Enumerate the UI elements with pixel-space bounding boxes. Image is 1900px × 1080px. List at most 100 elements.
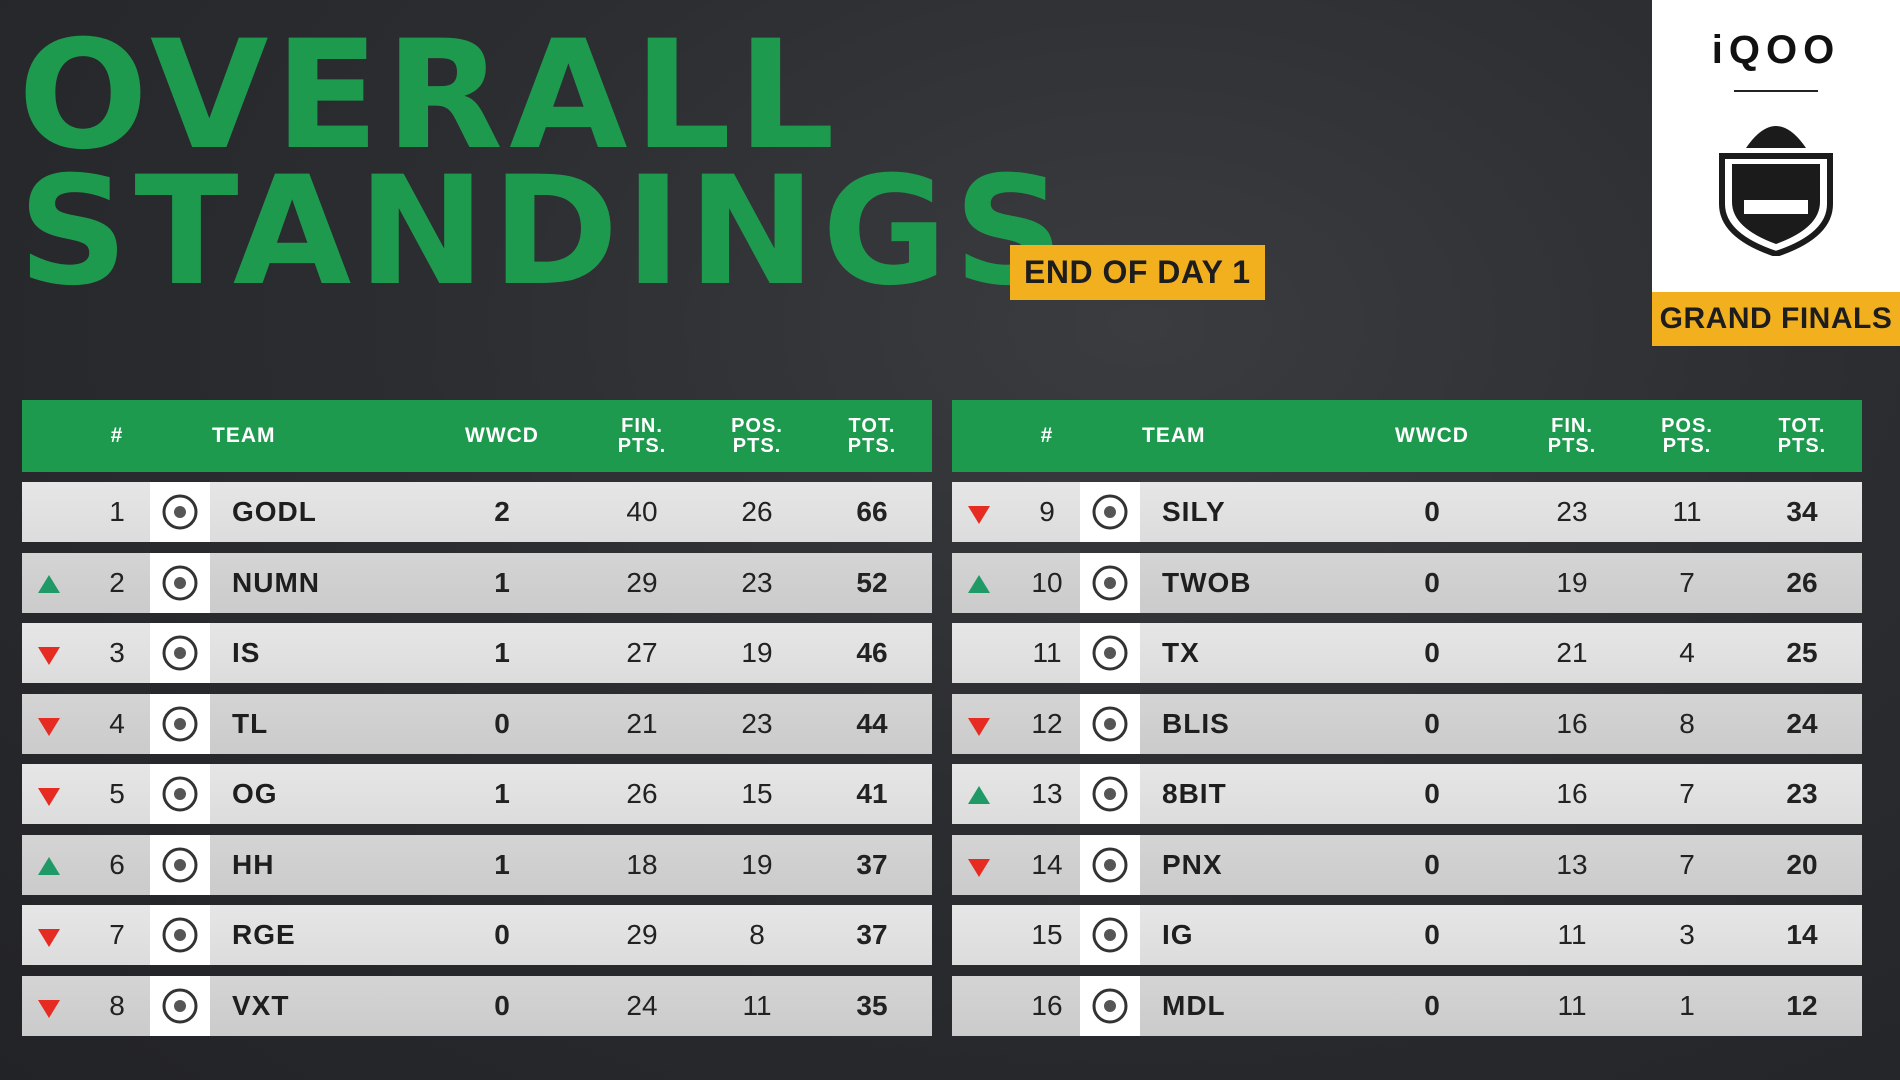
godl-logo-icon	[150, 482, 210, 542]
rge-logo-icon	[150, 905, 210, 965]
col-fin-top: FIN.	[621, 415, 663, 437]
team-name: SILY	[1162, 496, 1226, 527]
team-name: NUMN	[232, 566, 320, 598]
pos-pts-cell: 7	[1679, 778, 1695, 809]
team-name: TWOB	[1162, 566, 1252, 598]
rank-cell: 12	[1031, 707, 1063, 739]
tot-pts-cell: 14	[1786, 919, 1818, 950]
team-name: BLIS	[1162, 707, 1230, 739]
rank-cell: 8	[109, 989, 125, 1021]
rank-down-icon	[38, 717, 60, 736]
bgmi-pro-series-2024-logo	[1719, 126, 1833, 256]
wwcd-cell: 0	[1424, 637, 1440, 668]
brand-divider	[1734, 90, 1818, 92]
table-row: 10 TWOB 0 19 7 26	[952, 552, 1862, 613]
rank-down-icon	[968, 858, 990, 877]
mdl-logo-icon	[1080, 975, 1140, 1036]
team-name: MDL	[1162, 989, 1226, 1021]
team-name: OG	[232, 778, 278, 809]
rank-down-icon	[968, 717, 990, 736]
fin-pts-cell: 21	[1556, 637, 1588, 668]
col-tot-top: TOT.	[1778, 415, 1826, 437]
tot-pts-cell: 26	[1786, 566, 1818, 598]
rank-cell: 16	[1031, 989, 1063, 1021]
col-pos-top: POS.	[1661, 415, 1713, 437]
wwcd-cell: 1	[494, 778, 510, 809]
pos-pts-cell: 3	[1679, 919, 1695, 950]
team-name: TX	[1162, 637, 1200, 668]
ig-logo-icon	[1080, 905, 1140, 965]
table-row: 5 OG 1 26 15 41	[22, 764, 932, 824]
wwcd-cell: 2	[494, 496, 510, 527]
team-name: IG	[1162, 919, 1194, 950]
pos-pts-cell: 8	[749, 919, 765, 950]
tot-pts-cell: 46	[856, 637, 888, 668]
brand-panel: iQOO	[1652, 0, 1900, 292]
wwcd-cell: 0	[494, 707, 510, 739]
rank-cell: 3	[109, 637, 125, 668]
tl-logo-icon	[150, 693, 210, 754]
rank-up-icon	[38, 574, 60, 593]
col-pos-top: POS.	[731, 415, 783, 437]
is-logo-icon	[150, 623, 210, 683]
table-row: 12 BLIS 0 16 8 24	[952, 693, 1862, 754]
fin-pts-cell: 24	[626, 989, 658, 1021]
sily-logo-icon	[1080, 482, 1140, 542]
wwcd-cell: 0	[494, 919, 510, 950]
table-row: 13 8BIT 0 16 7 23	[952, 764, 1862, 824]
col-pos-pts: POS. PTS.	[1637, 416, 1737, 456]
rank-up-icon	[968, 786, 990, 804]
fin-pts-cell: 26	[626, 778, 658, 809]
day-badge: END OF DAY 1	[1010, 245, 1265, 300]
col-rank: #	[110, 424, 124, 447]
table-row: 8 VXT 0 24 11 35	[22, 975, 932, 1036]
pnx-logo-icon	[1080, 834, 1140, 895]
tx-logo-icon	[1080, 623, 1140, 683]
fin-pts-cell: 29	[626, 566, 658, 598]
table-row: 9 SILY 0 23 11 34	[952, 482, 1862, 542]
col-fin-bottom: PTS.	[1547, 435, 1597, 457]
col-team: TEAM	[212, 424, 276, 447]
table-row: 15 IG 0 11 3 14	[952, 905, 1862, 965]
table-row: 7 RGE 0 29 8 37	[22, 905, 932, 965]
wwcd-cell: 1	[494, 637, 510, 668]
col-wwcd: WWCD	[465, 424, 539, 447]
table-row: 4 TL 0 21 23 44	[22, 693, 932, 754]
pos-pts-cell: 23	[741, 707, 773, 739]
wwcd-cell: 1	[494, 848, 510, 880]
wwcd-cell: 0	[1424, 919, 1440, 950]
table-header: # TEAM WWCD FIN. PTS. POS. PTS. TOT. PTS.	[952, 400, 1862, 472]
wwcd-cell: 0	[1424, 707, 1440, 739]
col-fin-pts: FIN. PTS.	[592, 416, 692, 456]
team-name: TL	[232, 707, 269, 739]
col-tot-top: TOT.	[848, 415, 896, 437]
col-team: TEAM	[1142, 424, 1206, 447]
col-rank: #	[1040, 424, 1054, 447]
fin-pts-cell: 40	[626, 496, 658, 527]
rank-down-icon	[968, 506, 990, 524]
team-name: IS	[232, 637, 261, 668]
standings-table-left: # TEAM WWCD FIN. PTS. POS. PTS. TOT. PTS. 1…	[22, 400, 932, 1036]
wwcd-cell: 0	[1424, 778, 1440, 809]
og-logo-icon	[150, 764, 210, 824]
brand-logo: iQOO	[1711, 28, 1841, 72]
fin-pts-cell: 16	[1556, 778, 1588, 809]
rank-cell: 15	[1031, 919, 1063, 950]
tot-pts-cell: 41	[856, 778, 888, 809]
rank-up-icon	[968, 574, 990, 593]
col-tot-bottom: PTS.	[847, 435, 897, 457]
wwcd-cell: 0	[1424, 496, 1440, 527]
table-header: # TEAM WWCD FIN. PTS. POS. PTS. TOT. PTS.	[22, 400, 932, 472]
team-name: PNX	[1162, 848, 1223, 880]
pos-pts-cell: 11	[1672, 496, 1702, 527]
title-line-1: OVERALL	[18, 9, 841, 183]
blis-logo-icon	[1080, 693, 1140, 754]
tot-pts-cell: 34	[1786, 496, 1818, 527]
tot-pts-cell: 37	[856, 919, 888, 950]
table-row: 2 NUMN 1 29 23 52	[22, 552, 932, 613]
rank-cell: 1	[109, 496, 125, 527]
wwcd-cell: 0	[494, 989, 510, 1021]
fin-pts-cell: 19	[1556, 566, 1588, 598]
fin-pts-cell: 11	[1557, 989, 1587, 1021]
table-row: 14 PNX 0 13 7 20	[952, 834, 1862, 895]
